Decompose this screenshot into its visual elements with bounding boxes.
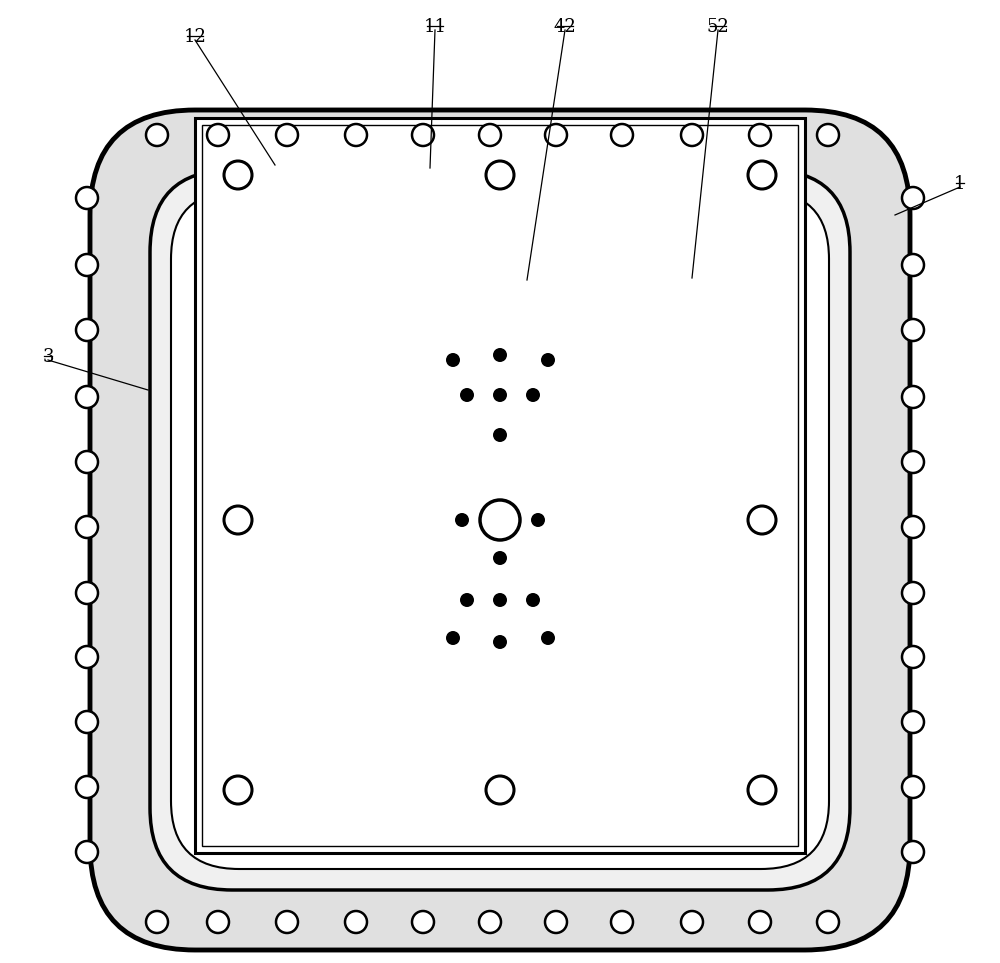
- Circle shape: [545, 124, 567, 146]
- Circle shape: [76, 646, 98, 668]
- Circle shape: [902, 646, 924, 668]
- Circle shape: [902, 319, 924, 341]
- Circle shape: [345, 911, 367, 933]
- Circle shape: [749, 124, 771, 146]
- Circle shape: [76, 254, 98, 276]
- Circle shape: [748, 161, 776, 189]
- Circle shape: [345, 124, 367, 146]
- Circle shape: [486, 776, 514, 804]
- Bar: [195, 118, 805, 853]
- Circle shape: [493, 428, 507, 442]
- Circle shape: [412, 124, 434, 146]
- Circle shape: [902, 254, 924, 276]
- Circle shape: [748, 506, 776, 534]
- Circle shape: [493, 635, 507, 649]
- Circle shape: [526, 388, 540, 402]
- Circle shape: [412, 911, 434, 933]
- Circle shape: [76, 319, 98, 341]
- Circle shape: [493, 551, 507, 565]
- Circle shape: [748, 776, 776, 804]
- Circle shape: [460, 593, 474, 607]
- Text: 3: 3: [42, 348, 54, 366]
- Circle shape: [902, 582, 924, 604]
- Text: 1: 1: [954, 175, 966, 193]
- Circle shape: [611, 124, 633, 146]
- Circle shape: [276, 911, 298, 933]
- Circle shape: [224, 776, 252, 804]
- Circle shape: [76, 711, 98, 733]
- Circle shape: [493, 348, 507, 362]
- Circle shape: [902, 386, 924, 408]
- Circle shape: [460, 388, 474, 402]
- Circle shape: [817, 911, 839, 933]
- Circle shape: [681, 124, 703, 146]
- Circle shape: [76, 386, 98, 408]
- Circle shape: [76, 841, 98, 863]
- Circle shape: [146, 911, 168, 933]
- Circle shape: [526, 593, 540, 607]
- Circle shape: [446, 353, 460, 367]
- Circle shape: [902, 711, 924, 733]
- Circle shape: [207, 911, 229, 933]
- Circle shape: [493, 388, 507, 402]
- Circle shape: [541, 631, 555, 645]
- FancyBboxPatch shape: [90, 110, 910, 950]
- Circle shape: [493, 593, 507, 607]
- Circle shape: [902, 187, 924, 209]
- Circle shape: [446, 631, 460, 645]
- Circle shape: [455, 513, 469, 527]
- Circle shape: [681, 911, 703, 933]
- Circle shape: [146, 124, 168, 146]
- Circle shape: [749, 911, 771, 933]
- Circle shape: [486, 161, 514, 189]
- Bar: [202, 125, 798, 846]
- Circle shape: [611, 911, 633, 933]
- FancyBboxPatch shape: [171, 191, 829, 869]
- Circle shape: [541, 353, 555, 367]
- Text: 52: 52: [707, 18, 729, 36]
- Circle shape: [76, 582, 98, 604]
- Circle shape: [902, 451, 924, 473]
- Circle shape: [76, 516, 98, 538]
- Circle shape: [479, 911, 501, 933]
- Circle shape: [480, 500, 520, 540]
- Circle shape: [76, 776, 98, 798]
- Circle shape: [545, 911, 567, 933]
- Circle shape: [902, 841, 924, 863]
- Circle shape: [902, 516, 924, 538]
- Text: 12: 12: [184, 28, 206, 46]
- Text: 11: 11: [424, 18, 446, 36]
- Circle shape: [817, 124, 839, 146]
- FancyBboxPatch shape: [150, 170, 850, 890]
- Circle shape: [76, 187, 98, 209]
- Circle shape: [276, 124, 298, 146]
- Circle shape: [479, 124, 501, 146]
- Text: 42: 42: [554, 18, 576, 36]
- Circle shape: [902, 776, 924, 798]
- Circle shape: [224, 161, 252, 189]
- Circle shape: [531, 513, 545, 527]
- Circle shape: [207, 124, 229, 146]
- Circle shape: [224, 506, 252, 534]
- Circle shape: [76, 451, 98, 473]
